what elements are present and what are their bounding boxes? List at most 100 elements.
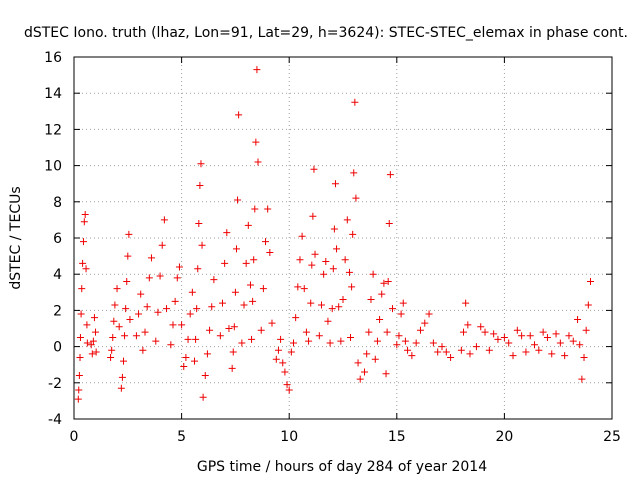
data-point [481,328,489,336]
data-point [108,346,116,354]
data-point [152,337,160,345]
data-point [434,348,442,356]
data-point [156,272,164,280]
data-point [175,263,183,271]
data-point [308,261,316,269]
data-point [356,375,364,383]
data-point [137,290,145,298]
data-point [408,352,416,360]
data-point [399,299,407,307]
data-point [582,326,590,334]
data-point [246,281,254,289]
data-point [160,216,168,224]
data-point [505,339,513,347]
data-point [378,290,386,298]
data-point [535,346,543,354]
data-point [317,301,325,309]
data-point [349,230,357,238]
data-point [259,285,267,293]
data-point [569,337,577,345]
data-point [285,386,293,394]
data-point [232,245,240,253]
data-point [118,373,126,381]
data-point [539,328,547,336]
data-point [90,314,98,322]
data-point [404,346,412,354]
data-point [253,66,261,74]
data-point [89,337,97,345]
data-points [74,66,594,403]
data-point [345,268,353,276]
data-point [154,308,162,316]
data-point [192,335,200,343]
x-tick-label: 10 [280,429,298,445]
data-point [110,317,118,325]
data-point [509,352,517,360]
data-point [191,357,199,365]
data-point [290,339,298,347]
data-point [76,334,84,342]
data-point [272,355,280,363]
data-point [565,332,573,340]
data-point [115,323,123,331]
data-point [328,305,336,313]
data-point [143,303,151,311]
data-point [257,326,265,334]
data-point [145,274,153,282]
data-point [466,350,474,358]
data-point [194,265,202,273]
data-point [351,98,359,106]
data-point [210,276,218,284]
data-point [182,353,190,361]
data-point [472,343,480,351]
x-tick-label: 25 [603,429,621,445]
y-tick-label: 2 [53,303,62,319]
data-point [132,332,140,340]
grid-lines [74,57,612,419]
data-point [188,288,196,296]
data-point [92,328,100,336]
data-point [199,393,207,401]
data-point [82,265,90,273]
data-point [307,299,315,307]
data-point [178,321,186,329]
y-tick-label: 6 [53,231,62,247]
data-point [329,265,337,273]
data-point [365,328,373,336]
data-point [109,334,117,342]
data-point [354,359,362,367]
data-point [350,169,358,177]
y-tick-labels: -4 -2 0 2 4 6 8 10 12 14 16 [44,50,62,428]
data-point [230,323,238,331]
data-point [386,171,394,179]
data-point [251,205,259,213]
data-point [412,339,420,347]
data-point [77,310,85,318]
data-point [281,368,289,376]
data-point [283,381,291,389]
data-point [242,259,250,267]
data-point [388,305,396,313]
data-point [119,357,127,365]
data-point [462,299,470,307]
data-point [376,315,384,323]
data-point [326,339,334,347]
data-point [79,238,87,246]
data-point [309,212,317,220]
data-point [348,283,356,291]
data-point [228,364,236,372]
data-point [74,395,82,403]
data-point [367,296,375,304]
data-point [254,158,262,166]
data-point [320,270,328,278]
y-tick-label: 12 [44,122,62,138]
data-point [83,339,91,347]
data-point [231,288,239,296]
y-tick-label: -4 [48,412,62,428]
data-point [302,328,310,336]
data-point [135,310,143,318]
data-point [244,221,252,229]
data-point [298,232,306,240]
data-point [78,285,86,293]
